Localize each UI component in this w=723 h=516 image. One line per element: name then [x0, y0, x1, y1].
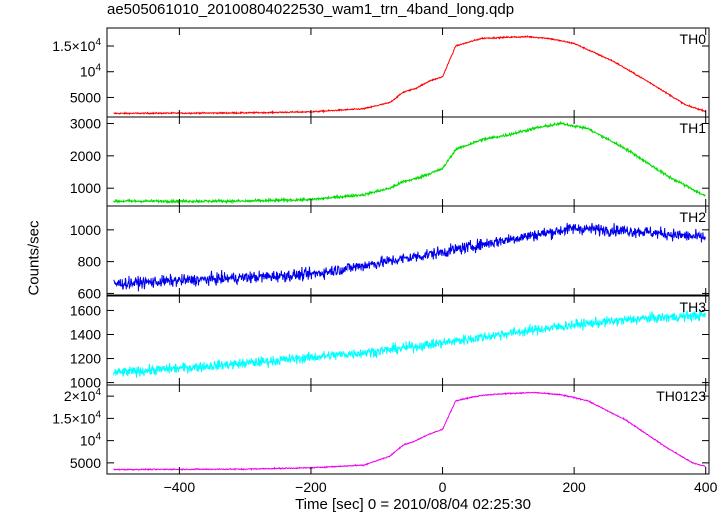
- y-tick-label-TH0123: 104: [80, 432, 102, 449]
- y-tick-label-TH3: 1600: [70, 302, 101, 318]
- y-tick-label-TH3: 1400: [70, 326, 101, 342]
- panel-label-TH2: TH2: [680, 209, 707, 225]
- series-line-TH0123: [113, 391, 706, 472]
- x-tick-label: 400: [694, 479, 718, 495]
- chart-title: ae505061010_20100804022530_wam1_trn_4ban…: [107, 1, 515, 18]
- panel-label-TH0123: TH0123: [656, 388, 706, 404]
- x-axis-label: Time [sec] 0 = 2010/08/04 02:25:30: [295, 496, 531, 513]
- y-tick-label-TH3: 1200: [70, 351, 101, 367]
- panel-label-TH0: TH0: [680, 31, 707, 47]
- x-tick-label: −400: [164, 479, 196, 495]
- y-tick-label-TH1: 1000: [70, 180, 101, 196]
- y-tick-label-TH0: 5000: [70, 89, 101, 105]
- y-tick-label-TH1: 3000: [70, 115, 101, 131]
- panel-frame-TH0123: [106, 384, 710, 475]
- y-tick-label-TH0: 104: [80, 63, 102, 80]
- panel-label-TH3: TH3: [680, 299, 707, 315]
- y-tick-label-TH3: 1000: [70, 375, 101, 391]
- y-tick-label-TH2: 1000: [70, 222, 101, 238]
- y-tick-label-TH0123: 5000: [70, 455, 101, 471]
- series-line-TH2: [113, 222, 706, 292]
- series-line-TH0: [113, 34, 706, 116]
- panel-frame-TH2: [106, 205, 710, 296]
- panel-frame-TH1: [106, 116, 710, 207]
- x-tick-label: −200: [295, 479, 327, 495]
- y-tick-label-TH0: 1.5×104: [52, 37, 101, 54]
- x-tick-label: 200: [562, 479, 586, 495]
- y-tick-label-TH2: 800: [78, 254, 102, 270]
- series-line-TH1: [113, 120, 706, 205]
- y-tick-label-TH0123: 1.5×104: [52, 409, 101, 426]
- x-tick-label: 0: [439, 479, 447, 495]
- series-line-TH3: [113, 309, 706, 378]
- y-tick-label-TH2: 600: [78, 285, 102, 301]
- panel-frame-TH3: [106, 295, 710, 386]
- y-tick-label-TH0123: 2×104: [64, 387, 102, 404]
- y-tick-label-TH1: 2000: [70, 148, 101, 164]
- panel-label-TH1: TH1: [680, 120, 707, 136]
- panel-frame-TH0: [106, 27, 710, 118]
